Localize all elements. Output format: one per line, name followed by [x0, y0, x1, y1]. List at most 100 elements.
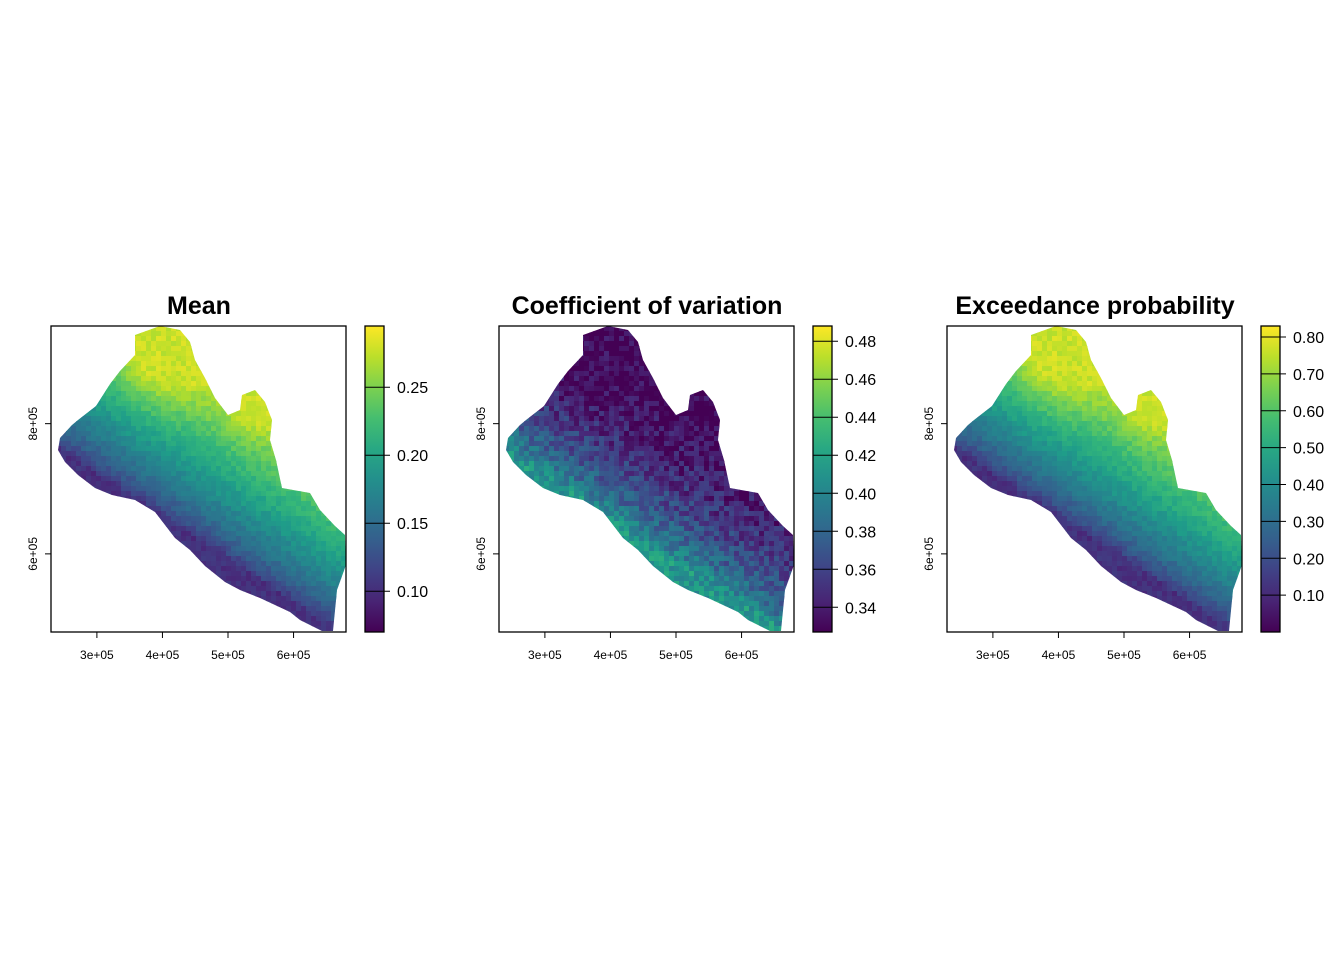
raster-cell — [226, 556, 232, 562]
raster-cell — [579, 431, 585, 437]
raster-cell — [66, 586, 72, 592]
raster-cell — [156, 621, 162, 627]
raster-cell — [81, 486, 87, 492]
raster-cell — [61, 401, 67, 407]
raster-cell — [136, 366, 142, 372]
raster-cell — [236, 341, 242, 347]
raster-cell — [579, 496, 585, 502]
raster-cell — [231, 591, 237, 597]
raster-cell — [111, 456, 117, 462]
raster-cell — [231, 541, 237, 547]
raster-cell — [86, 476, 92, 482]
raster-cell — [131, 461, 137, 467]
raster-cell — [336, 561, 342, 567]
raster-cell — [211, 386, 217, 392]
raster-cell — [594, 456, 600, 462]
raster-cell — [166, 361, 172, 367]
raster-cell — [246, 556, 252, 562]
raster-cell — [529, 436, 535, 442]
raster-cell — [166, 556, 172, 562]
raster-cell — [231, 411, 237, 417]
raster-cell — [216, 456, 222, 462]
raster-cell — [579, 526, 585, 532]
raster-cell — [559, 361, 565, 367]
raster-cell — [286, 421, 292, 427]
raster-cell — [101, 591, 107, 597]
raster-cell — [281, 421, 287, 427]
raster-cell — [58, 511, 62, 517]
raster-cell — [251, 456, 257, 462]
raster-cell — [246, 351, 252, 357]
raster-cell — [281, 431, 287, 437]
raster-cell — [509, 326, 515, 332]
raster-cell — [584, 446, 590, 452]
raster-cell — [331, 411, 337, 417]
raster-cell — [71, 626, 77, 631]
raster-cell — [331, 421, 337, 427]
raster-cell — [534, 451, 540, 457]
raster-cell — [111, 446, 117, 452]
raster-cell — [509, 391, 515, 397]
raster-cell — [151, 351, 157, 357]
raster-cell — [326, 476, 332, 482]
raster-cell — [176, 626, 182, 631]
raster-cell — [544, 351, 550, 357]
raster-cell — [236, 356, 242, 362]
raster-cell — [261, 621, 267, 627]
raster-cell — [604, 341, 610, 347]
raster-cell — [331, 361, 337, 367]
raster-cell — [506, 606, 510, 612]
raster-cell — [161, 536, 167, 542]
raster-cell — [146, 516, 152, 522]
raster-cell — [86, 561, 92, 567]
raster-cell — [506, 586, 510, 592]
raster-cell — [136, 536, 142, 542]
raster-cell — [51, 436, 56, 441]
raster-cell — [499, 471, 504, 476]
raster-cell — [51, 456, 56, 461]
raster-cell — [231, 401, 237, 407]
raster-cell — [579, 381, 585, 387]
raster-cell — [136, 521, 142, 527]
raster-cell — [151, 626, 157, 631]
raster-cell — [201, 401, 207, 407]
raster-cell — [336, 401, 342, 407]
raster-cell — [316, 576, 322, 582]
raster-cell — [529, 461, 535, 467]
raster-cell — [261, 551, 267, 557]
raster-cell — [599, 451, 605, 457]
raster-cell — [121, 451, 127, 457]
raster-cell — [584, 341, 590, 347]
raster-cell — [584, 606, 590, 612]
raster-cell — [554, 591, 560, 597]
raster-cell — [106, 346, 112, 352]
raster-cell — [66, 516, 72, 522]
raster-cell — [544, 566, 550, 572]
raster-cell — [86, 616, 92, 622]
raster-cell — [321, 466, 327, 472]
raster-cell — [201, 396, 207, 402]
raster-cell — [101, 431, 107, 437]
raster-cell — [81, 386, 87, 392]
raster-cell — [58, 546, 62, 552]
raster-cell — [71, 621, 77, 627]
raster-cell — [519, 571, 525, 577]
raster-cell — [71, 581, 77, 587]
raster-cell — [226, 551, 232, 557]
raster-cell — [281, 561, 287, 567]
raster-cell — [301, 506, 307, 512]
raster-cell — [589, 511, 595, 517]
raster-cell — [66, 521, 72, 527]
raster-cell — [201, 561, 207, 567]
raster-cell — [76, 591, 82, 597]
raster-cell — [161, 526, 167, 532]
raster-cell — [559, 471, 565, 477]
raster-cell — [534, 376, 540, 382]
raster-cell — [206, 556, 212, 562]
raster-cell — [201, 601, 207, 607]
raster-cell — [559, 526, 565, 532]
raster-cell — [514, 466, 520, 472]
raster-cell — [151, 331, 157, 337]
raster-cell — [316, 626, 322, 631]
raster-cell — [534, 346, 540, 352]
